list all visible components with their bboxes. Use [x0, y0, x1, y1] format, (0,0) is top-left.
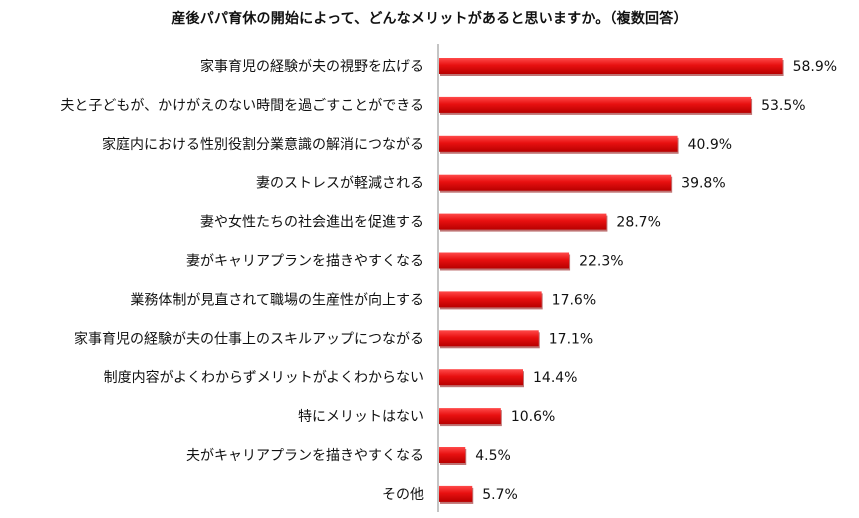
- category-label: 妻や女性たちの社会進出を促進する: [200, 214, 424, 231]
- category-label: 業務体制が見直されて職場の生産性が向上する: [130, 291, 424, 308]
- category-label: 夫がキャリアプランを描きやすくなる: [186, 448, 424, 464]
- bar: [439, 174, 672, 191]
- category-label: 家事育児の経験が夫の仕事上のスキルアップにつながる: [74, 330, 424, 347]
- bar: [439, 96, 752, 113]
- value-label: 58.9%: [793, 59, 837, 75]
- value-label: 5.7%: [482, 487, 518, 503]
- category-label: 家庭内における性別役割分業意識の解消につながる: [102, 136, 424, 153]
- bar: [439, 291, 542, 308]
- value-label: 4.5%: [475, 448, 511, 464]
- value-label: 39.8%: [681, 176, 725, 192]
- bar: [439, 447, 466, 463]
- category-label: 家事育児の経験が夫の視野を広げる: [200, 58, 424, 75]
- value-label: 17.6%: [552, 292, 596, 308]
- bar: [439, 485, 473, 502]
- value-label: 40.9%: [688, 137, 732, 153]
- category-label: 妻のストレスが軽減される: [256, 175, 424, 192]
- chart-title: 産後パパ育休の開始によって、どんなメリットがあると思いますか。（複数回答）: [171, 11, 688, 27]
- value-label: 53.5%: [761, 98, 805, 114]
- value-label: 17.1%: [549, 331, 593, 347]
- value-label: 10.6%: [511, 409, 555, 425]
- category-label: 特にメリットはない: [298, 409, 424, 425]
- bar: [439, 213, 607, 230]
- bar: [439, 58, 783, 74]
- bar: [439, 135, 678, 152]
- category-label: 夫と子どもが、かけがえのない時間を過ごすことができる: [60, 98, 424, 114]
- value-label: 28.7%: [616, 215, 660, 231]
- value-label: 22.3%: [579, 254, 623, 270]
- bar: [439, 330, 539, 347]
- value-label: 14.4%: [533, 370, 577, 386]
- bar: [439, 408, 501, 425]
- category-label: 妻がキャリアプランを描きやすくなる: [186, 254, 424, 270]
- bar: [439, 369, 523, 386]
- category-label: 制度内容がよくわからずメリットがよくわからない: [104, 369, 424, 386]
- category-label: その他: [382, 487, 424, 503]
- bar: [439, 252, 570, 269]
